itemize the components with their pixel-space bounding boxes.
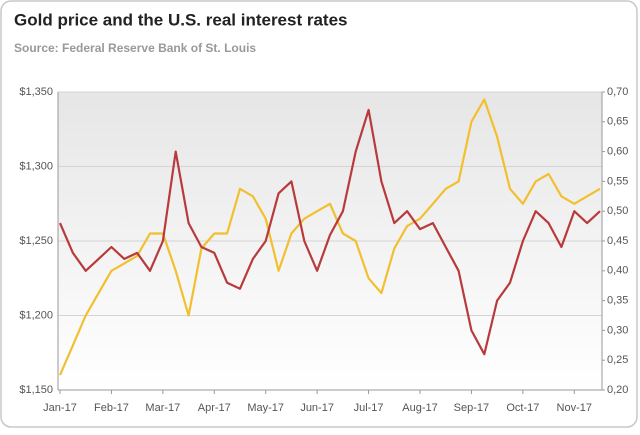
x-tick-label: Jul-17 [354, 402, 384, 414]
x-tick-label: Mar-17 [145, 402, 180, 414]
x-tick-label: Feb-17 [94, 402, 129, 414]
y2-tick-label: 0,45 [607, 235, 628, 247]
x-tick-label: Jan-17 [43, 402, 77, 414]
x-tick-label: Apr-17 [198, 402, 231, 414]
y2-tick-label: 0,30 [607, 324, 628, 336]
chart-title: Gold price and the U.S. real interest ra… [14, 10, 348, 29]
y2-tick-label: 0,25 [607, 354, 628, 366]
x-tick-label: Oct-17 [506, 402, 539, 414]
x-tick-label: Jun-17 [300, 402, 334, 414]
x-tick-label: May-17 [247, 402, 284, 414]
y-tick-label: $1,350 [19, 86, 53, 98]
y2-tick-label: 0,65 [607, 116, 628, 128]
series-line [58, 98, 601, 376]
y-tick-label: $1,250 [19, 235, 53, 247]
x-tick-label: Nov-17 [557, 402, 592, 414]
y2-tick-label: 0,55 [607, 175, 628, 187]
y2-tick-label: 0,50 [607, 205, 628, 217]
y2-tick-label: 0,40 [607, 265, 628, 277]
series-line [58, 108, 601, 356]
y-tick-label: $1,150 [19, 384, 53, 396]
y-tick-label: $1,200 [19, 309, 53, 321]
y2-tick-label: 0,35 [607, 295, 628, 307]
y-tick-label: $1,300 [19, 160, 53, 172]
y2-tick-label: 0,60 [607, 146, 628, 158]
y2-tick-label: 0,20 [607, 384, 628, 396]
y2-tick-label: 0,70 [607, 86, 628, 98]
x-tick-label: Sep-17 [454, 402, 489, 414]
chart-subtitle: Source: Federal Reserve Bank of St. Loui… [14, 41, 256, 55]
x-tick-label: Aug-17 [402, 402, 437, 414]
